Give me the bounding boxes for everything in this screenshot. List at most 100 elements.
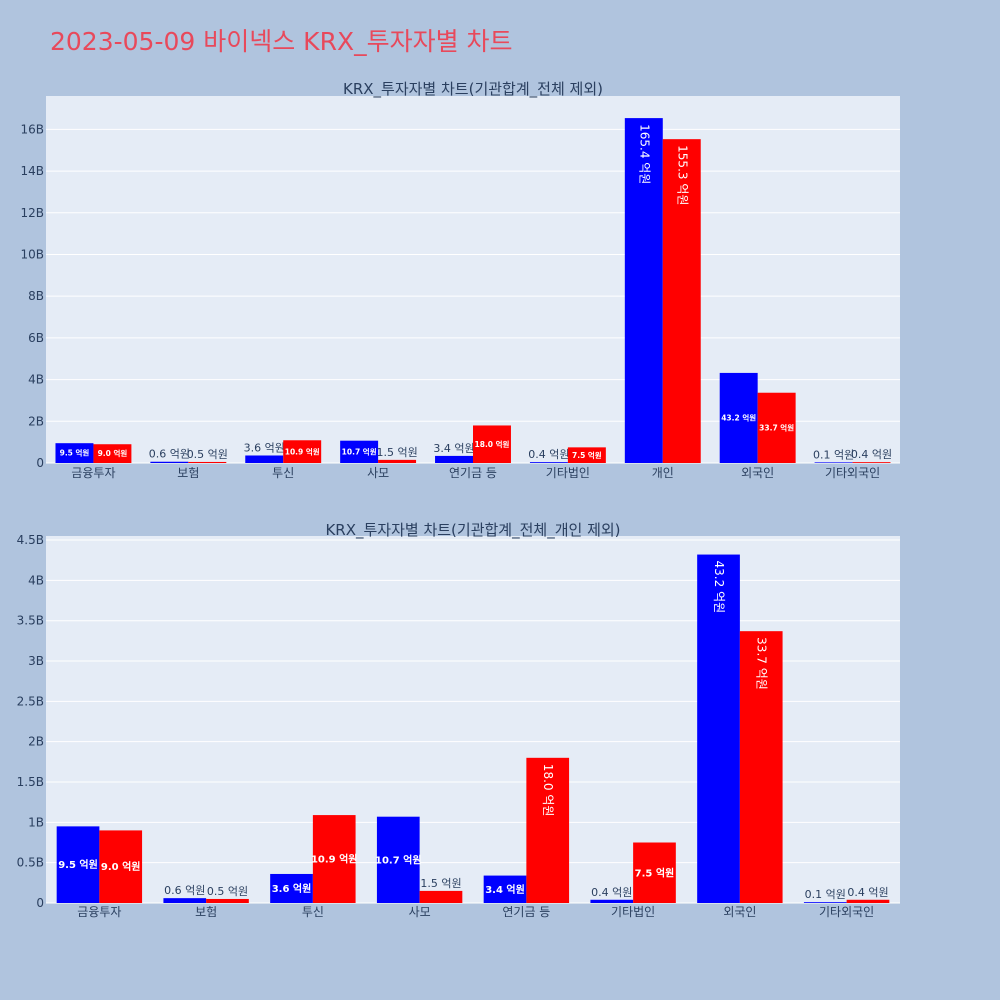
data-label: 10.7 억원 xyxy=(342,446,377,456)
bar xyxy=(56,826,100,903)
data-label: 0.4 억원 xyxy=(591,886,632,899)
data-label: 18.0 억원 xyxy=(541,764,555,817)
bar xyxy=(483,875,527,903)
y-tick-label: 4.5B xyxy=(17,533,44,547)
data-label: 9.0 억원 xyxy=(98,448,128,458)
bar xyxy=(803,902,847,903)
bar xyxy=(55,443,94,463)
y-tick-label: 0.5B xyxy=(17,856,44,870)
bar xyxy=(814,462,853,463)
bar xyxy=(846,899,890,903)
data-label: 7.5 억원 xyxy=(572,450,602,460)
chart-title: KRX_투자자별 차트(기관합계_전체 제외) xyxy=(343,80,603,99)
y-tick-label: 1B xyxy=(28,815,44,829)
bar xyxy=(473,425,511,463)
data-label: 9.5 억원 xyxy=(58,858,98,871)
data-label: 9.5 억원 xyxy=(60,448,90,458)
y-tick-label: 0 xyxy=(36,456,44,470)
chart-institutional-excluded: 0 2B 4B 6B 8B 10B 12B 14B 16B KRX_투자자별 차트(기관합계_전체… xyxy=(20,80,900,480)
x-tick-label: 투신 xyxy=(272,466,294,480)
bar xyxy=(270,873,313,903)
bar xyxy=(739,631,783,903)
data-label: 165.4 억원 xyxy=(637,124,651,184)
bar xyxy=(526,757,570,903)
data-label: 43.2 억원 xyxy=(712,561,726,614)
y-tick-label: 2B xyxy=(28,414,44,428)
y-tick-label: 2.5B xyxy=(17,694,44,708)
x-tick-label: 금융투자 xyxy=(77,905,121,919)
bar xyxy=(93,444,132,463)
bar xyxy=(719,372,758,463)
data-label: 3.4 억원 xyxy=(485,883,525,896)
x-tick-label: 기타법인 xyxy=(546,466,590,480)
x-tick-label: 연기금 등 xyxy=(449,466,497,480)
x-tick-label: 보험 xyxy=(195,905,217,919)
data-label: 0.6 억원 xyxy=(149,448,190,461)
bar xyxy=(624,118,663,464)
bar xyxy=(340,440,379,463)
bar xyxy=(590,899,634,903)
data-label: 33.7 억원 xyxy=(759,422,794,432)
data-label: 0.6 억원 xyxy=(164,884,205,897)
data-label: 0.1 억원 xyxy=(813,448,854,461)
data-label: 0.1 억원 xyxy=(805,888,846,901)
y-tick-label: 14B xyxy=(20,164,44,178)
bar xyxy=(376,816,420,903)
bar xyxy=(188,461,227,463)
data-label: 7.5 억원 xyxy=(635,866,675,879)
bar xyxy=(852,462,891,463)
y-tick-label: 0 xyxy=(36,896,44,910)
y-tick-label: 12B xyxy=(20,206,44,220)
data-label: 155.3 억원 xyxy=(675,145,689,205)
data-label: 33.7 억원 xyxy=(755,637,769,690)
data-label: 0.4 억원 xyxy=(851,448,892,461)
bar xyxy=(633,842,676,903)
data-label: 1.5 억원 xyxy=(420,877,461,890)
x-tick-label: 사모 xyxy=(409,905,431,919)
x-tick-label: 외국인 xyxy=(723,905,756,919)
y-tick-label: 3B xyxy=(28,654,44,668)
x-tick-label: 외국인 xyxy=(741,466,774,480)
y-tick-label: 10B xyxy=(20,247,44,261)
page-title: 2023-05-09 바이넥스 KRX_투자자별 차트 xyxy=(50,27,513,56)
bar xyxy=(662,139,701,464)
bar xyxy=(435,455,473,463)
x-tick-label: 금융투자 xyxy=(71,466,115,480)
y-tick-label: 8B xyxy=(28,289,44,303)
x-tick-label: 기타법인 xyxy=(611,905,655,919)
bar xyxy=(567,447,606,463)
data-label: 0.5 억원 xyxy=(207,885,248,898)
data-label: 43.2 억원 xyxy=(721,413,756,423)
bar xyxy=(163,898,207,903)
data-label: 0.4 억원 xyxy=(847,886,888,899)
data-label: 3.4 억원 xyxy=(433,442,474,455)
chart-title: KRX_투자자별 차트(기관합계_전체_개인 제외) xyxy=(325,521,620,540)
data-label: 10.9 억원 xyxy=(285,446,320,456)
data-label: 1.5 억원 xyxy=(376,446,417,459)
data-label: 3.6 억원 xyxy=(272,882,312,895)
x-tick-label: 투신 xyxy=(302,905,324,919)
y-tick-label: 3.5B xyxy=(17,614,44,628)
bar xyxy=(150,461,189,463)
x-tick-label: 보험 xyxy=(177,466,199,480)
data-label: 10.9 억원 xyxy=(311,853,358,866)
y-tick-label: 16B xyxy=(20,122,44,136)
y-tick-label: 4B xyxy=(28,573,44,587)
y-tick-label: 4B xyxy=(28,373,44,387)
y-tick-label: 6B xyxy=(28,331,44,345)
bar xyxy=(757,392,796,463)
x-tick-label: 연기금 등 xyxy=(502,905,550,919)
bar xyxy=(419,890,463,903)
y-tick-label: 1.5B xyxy=(17,775,44,789)
bar xyxy=(378,459,417,463)
bar xyxy=(697,554,740,903)
bar xyxy=(206,898,249,903)
x-tick-label: 개인 xyxy=(652,466,674,480)
data-label: 9.0 억원 xyxy=(101,860,141,873)
data-label: 18.0 억원 xyxy=(475,439,510,449)
y-tick-label: 2B xyxy=(28,735,44,749)
data-label: 10.7 억원 xyxy=(375,853,422,866)
data-label: 0.4 억원 xyxy=(528,448,569,461)
bar xyxy=(245,455,284,463)
